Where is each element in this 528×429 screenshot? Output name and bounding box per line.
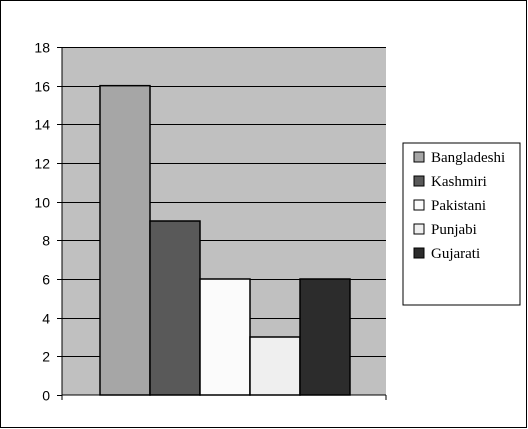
y-tick-label: 16 xyxy=(34,79,50,95)
bar-gujarati xyxy=(299,278,351,396)
legend: Bangladeshi Kashmiri Pakistani Punjabi Gujar… xyxy=(402,142,521,306)
y-tick-label: 10 xyxy=(34,195,50,211)
legend-label-kashmiri: Kashmiri xyxy=(431,174,487,190)
bar-punjabi xyxy=(249,336,301,396)
bar-bangladeshi xyxy=(99,84,151,396)
bars xyxy=(99,84,351,396)
legend-label-pakistani: Pakistani xyxy=(431,198,486,214)
y-tick-label: 14 xyxy=(34,117,50,133)
y-tick-label: 2 xyxy=(42,349,50,365)
y-tick-label: 6 xyxy=(42,272,50,288)
legend-swatch-pakistani xyxy=(413,199,425,211)
y-axis: 0 2 4 6 8 10 12 14 16 18 xyxy=(34,40,62,404)
y-tick-label: 4 xyxy=(42,311,50,327)
legend-label-bangladeshi: Bangladeshi xyxy=(431,150,505,166)
bar-kashmiri xyxy=(149,220,201,396)
legend-swatch-punjabi xyxy=(413,223,425,235)
legend-label-gujarati: Gujarati xyxy=(431,246,480,262)
legend-label-punjabi: Punjabi xyxy=(431,222,477,238)
y-tick-label: 8 xyxy=(42,233,50,249)
y-tick-label: 0 xyxy=(42,388,50,404)
legend-swatch-gujarati xyxy=(413,247,425,259)
legend-swatch-kashmiri xyxy=(413,175,425,187)
y-tick-label: 18 xyxy=(34,40,50,56)
bar-pakistani xyxy=(199,278,251,396)
legend-swatch-bangladeshi xyxy=(413,151,425,163)
y-tick-label: 12 xyxy=(34,156,50,172)
